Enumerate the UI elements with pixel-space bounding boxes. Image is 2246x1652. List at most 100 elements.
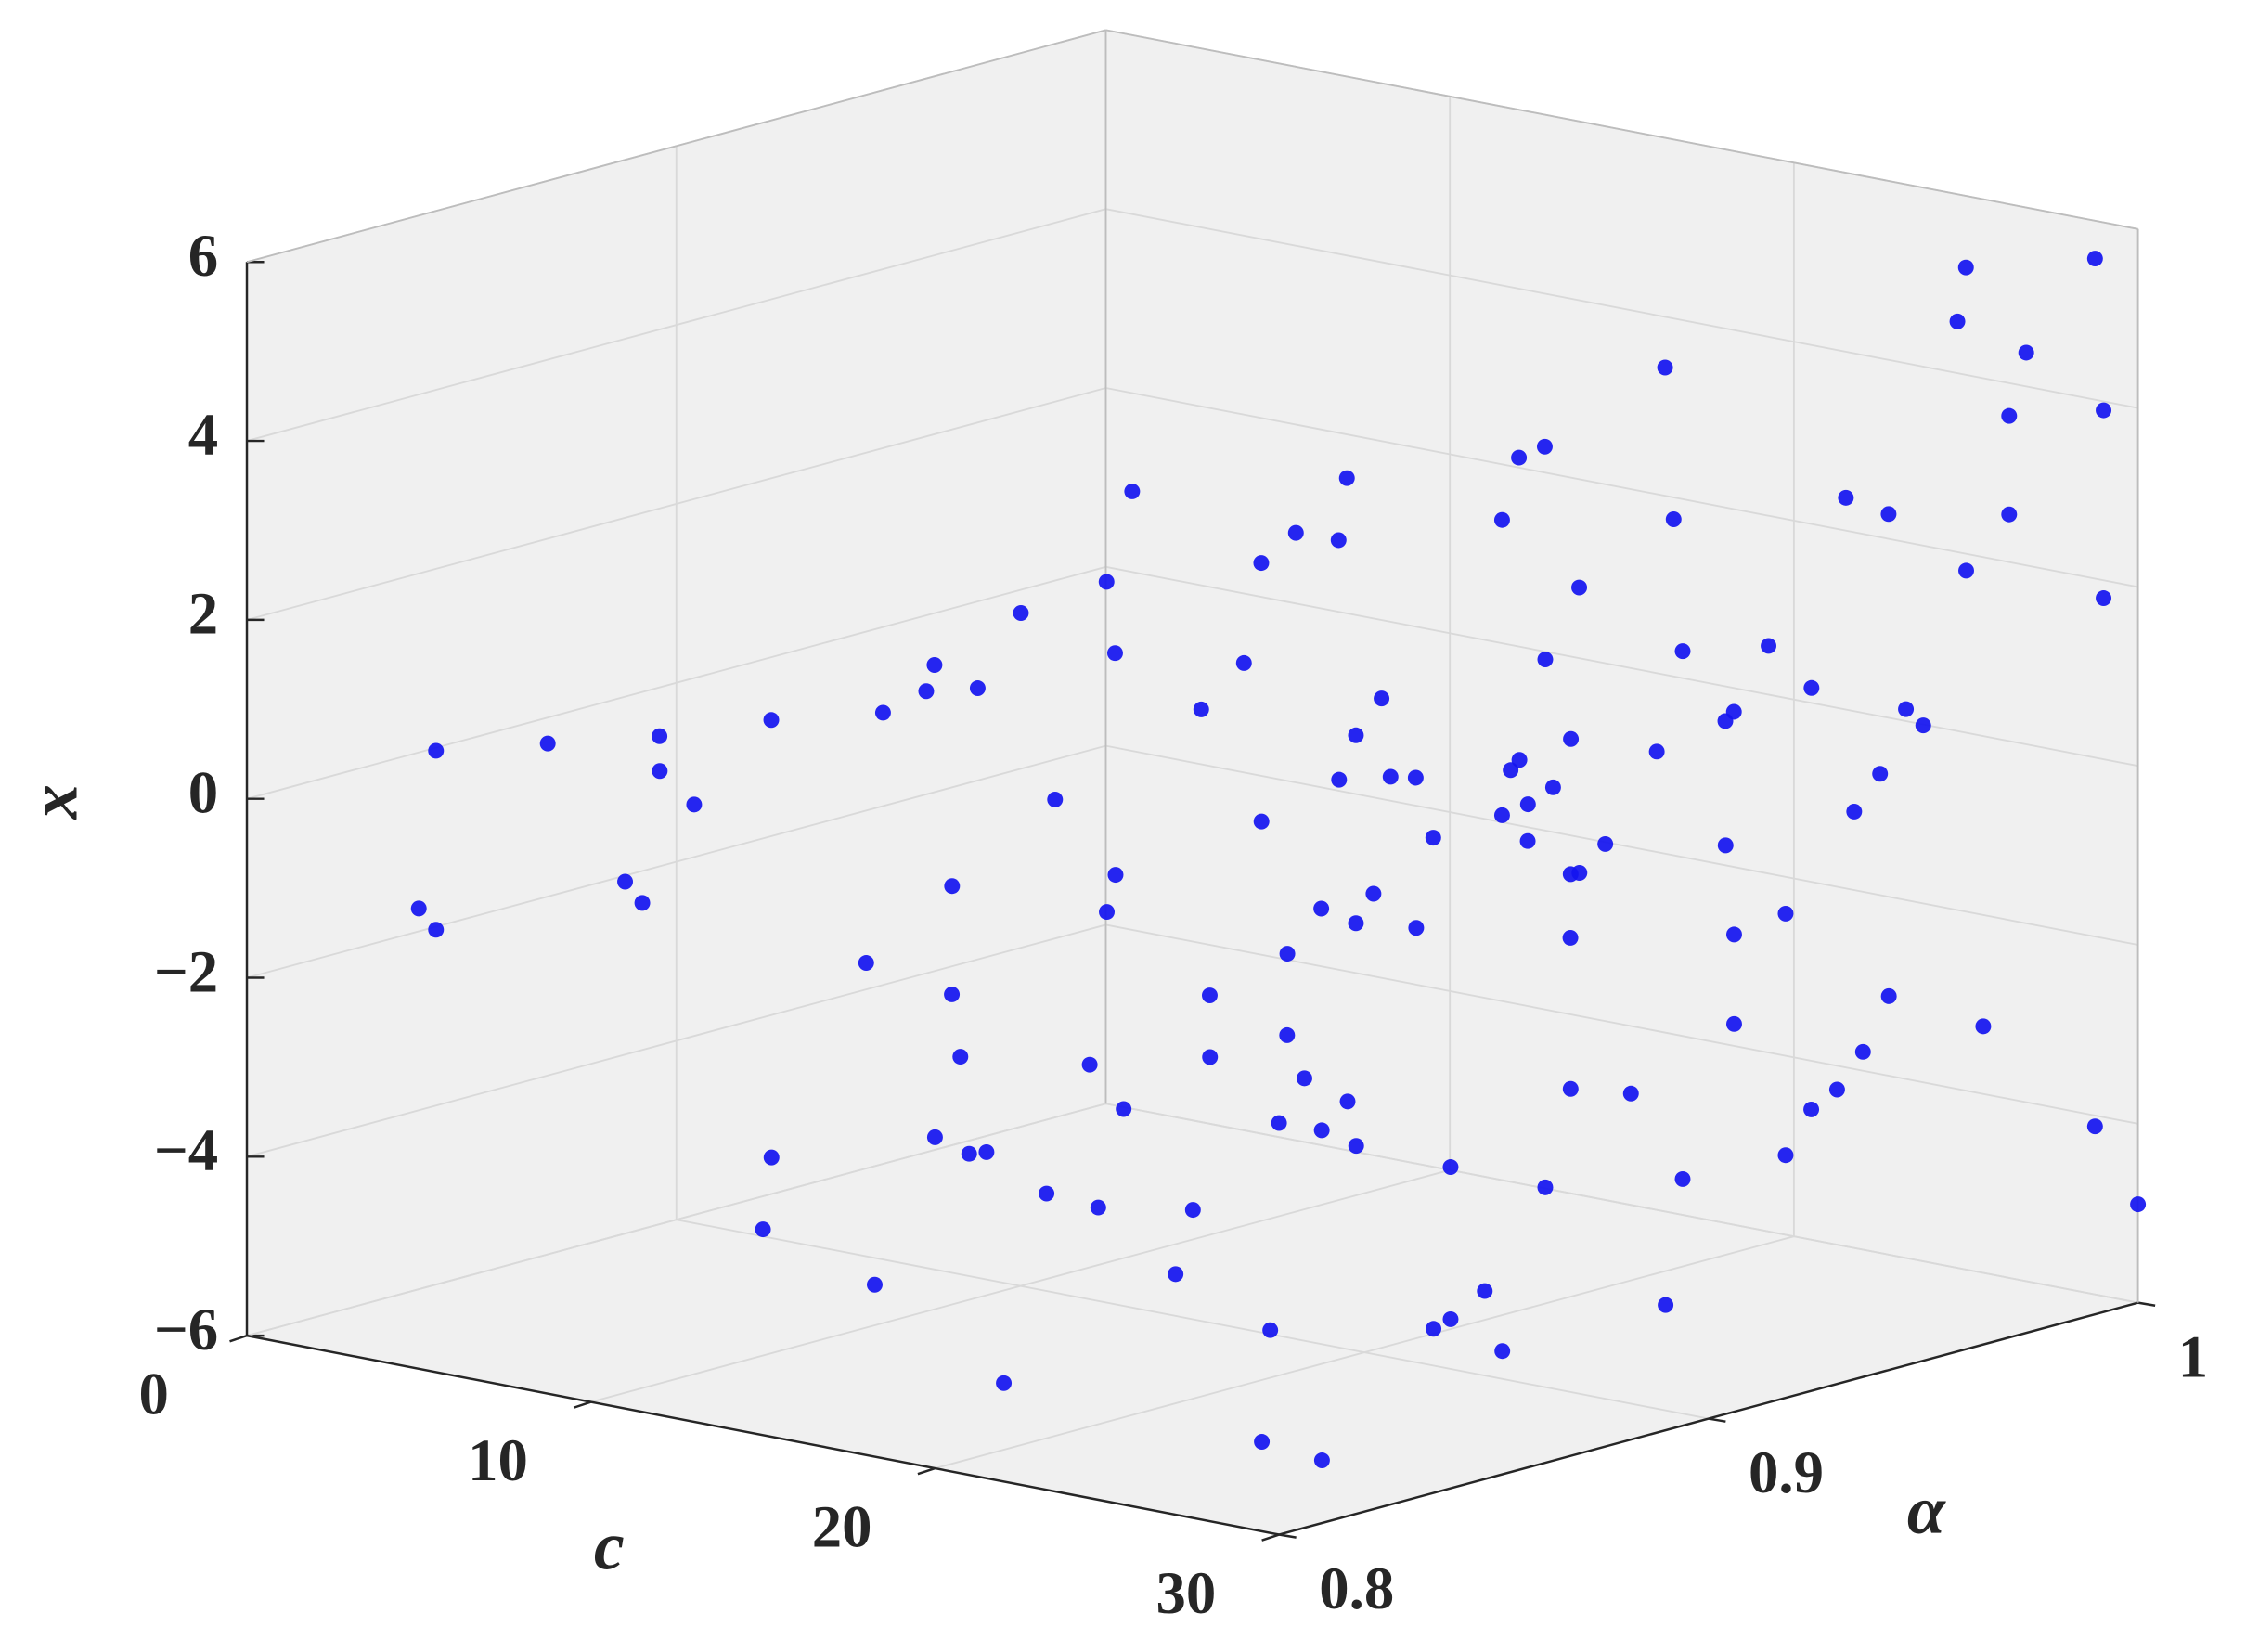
point (428, 742, 445, 759)
tick-mark (1261, 1533, 1280, 1542)
point (1665, 511, 1682, 527)
point (1047, 792, 1064, 807)
point (1648, 743, 1665, 760)
grid-line (1105, 387, 2138, 588)
point (1880, 987, 1897, 1004)
point (944, 878, 961, 895)
point (1330, 532, 1347, 549)
point (1013, 605, 1029, 621)
point (1365, 885, 1382, 902)
point (1313, 900, 1330, 917)
point (1880, 506, 1897, 523)
point (1339, 1093, 1356, 1110)
x-tick-label: 20 (812, 1493, 872, 1560)
y-tick-label: 0.8 (1319, 1555, 1394, 1622)
point (1777, 1147, 1794, 1164)
tick-mark (2137, 1301, 2156, 1307)
tick-mark (229, 1334, 248, 1343)
grid-line (676, 1219, 1710, 1420)
point (1562, 1080, 1579, 1097)
point (926, 657, 943, 674)
z-tick-label: −6 (154, 1297, 218, 1363)
point (1106, 645, 1123, 662)
point (1039, 1185, 1055, 1202)
point (1761, 638, 1777, 654)
point (539, 735, 556, 752)
point (1717, 837, 1734, 854)
point (1511, 752, 1528, 768)
point (1425, 830, 1441, 846)
point (1235, 654, 1252, 671)
point (952, 1049, 969, 1065)
grid-line (1105, 744, 2138, 946)
point (1279, 1026, 1296, 1043)
point (1597, 835, 1614, 852)
point (2096, 590, 2112, 607)
point (1253, 813, 1270, 830)
point (1193, 701, 1209, 717)
point (1262, 1322, 1279, 1338)
point (1828, 1081, 1845, 1098)
point (858, 955, 874, 972)
point (1348, 915, 1364, 932)
x-axis-label: c (594, 1509, 625, 1585)
point (1519, 832, 1536, 849)
point (1872, 766, 1889, 782)
point (1442, 1159, 1459, 1176)
box-edge (246, 29, 1106, 264)
point (652, 763, 668, 780)
point (1777, 905, 1794, 922)
point (1107, 867, 1124, 884)
point (874, 704, 891, 721)
point (686, 796, 703, 813)
point (1975, 1018, 1992, 1035)
point (1511, 449, 1528, 466)
x-tick-label: 10 (468, 1427, 528, 1494)
point (1958, 562, 1974, 579)
point (1442, 1310, 1459, 1327)
grid-line (1105, 1103, 2138, 1304)
point (763, 712, 780, 729)
point (1846, 803, 1863, 820)
point (1674, 643, 1691, 660)
point (1348, 727, 1364, 743)
point (1124, 483, 1141, 499)
point (1279, 946, 1296, 962)
point (1657, 359, 1673, 376)
point (1562, 929, 1579, 946)
point (2086, 1118, 2103, 1135)
point (1803, 1101, 1820, 1117)
point (961, 1145, 977, 1162)
point (1168, 1266, 1184, 1283)
point (1201, 987, 1218, 1004)
point (2096, 402, 2112, 419)
point (2130, 1196, 2147, 1213)
point (1949, 313, 1966, 329)
box-edge (1105, 29, 2138, 230)
point (1254, 1434, 1271, 1451)
point (1717, 713, 1734, 729)
point (1493, 511, 1510, 528)
tick-mark (1278, 1533, 1297, 1539)
z-tick-label: −4 (154, 1117, 218, 1184)
point (926, 1129, 943, 1145)
point (1725, 926, 1742, 943)
point (652, 728, 668, 744)
point (1503, 762, 1519, 779)
tick-mark (573, 1400, 592, 1409)
point (1544, 779, 1561, 795)
grid-line (1105, 208, 2138, 409)
point (1313, 1122, 1330, 1139)
point (1099, 904, 1116, 921)
tick-mark (917, 1466, 936, 1476)
point (1571, 865, 1588, 881)
grid (229, 29, 2156, 1542)
point (1915, 717, 1931, 734)
point (1493, 807, 1510, 823)
point (1674, 1170, 1691, 1187)
z-tick-label: 2 (188, 581, 218, 648)
point (2001, 407, 2018, 424)
point (1519, 796, 1536, 813)
point (1536, 438, 1553, 455)
point (1338, 470, 1355, 486)
